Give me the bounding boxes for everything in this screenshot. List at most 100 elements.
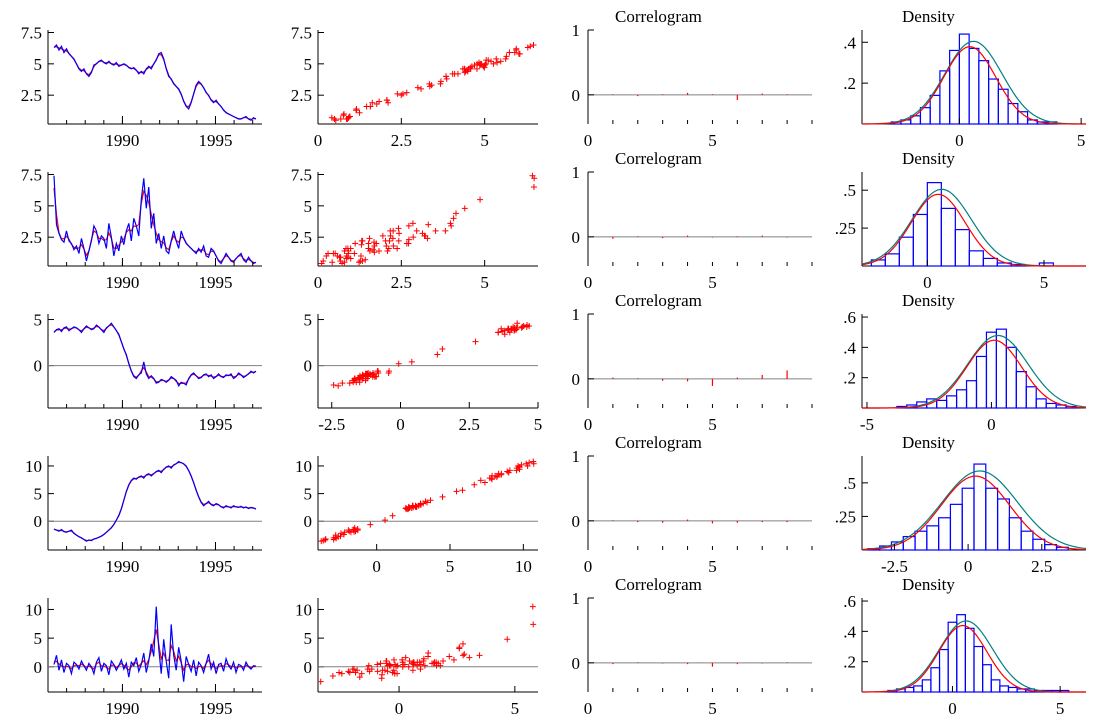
y-tick-label: .2 [843, 653, 856, 672]
x-tick-label: 5 [708, 699, 717, 718]
scatter-point [337, 115, 344, 122]
y-tick-label: .4 [843, 622, 856, 641]
scatter-point [340, 110, 347, 117]
scatter-point [530, 621, 537, 628]
hist-bar [968, 47, 980, 125]
scatter-point [439, 493, 446, 500]
scatter-point [437, 80, 444, 87]
y-tick-label: 5 [304, 197, 313, 216]
scatter-point [338, 530, 345, 537]
scatter-point [402, 654, 409, 661]
x-tick-label: 5 [446, 557, 455, 576]
hist-bar [1020, 530, 1034, 551]
y-tick-label: .25 [835, 507, 856, 526]
hist-bar [884, 253, 900, 267]
scatter-point [352, 240, 359, 247]
scatter-point [526, 459, 533, 466]
scatter-point [429, 660, 435, 667]
x-tick-label: 5 [480, 273, 489, 292]
scatter-point [511, 324, 518, 331]
scatter-point [516, 50, 523, 57]
scatter-point [409, 667, 416, 674]
scatter-point [502, 55, 509, 62]
scatter-point [518, 461, 525, 468]
y-tick-label: 2.5 [21, 228, 42, 247]
hist-bar [1015, 371, 1027, 409]
scatter-point [353, 107, 360, 114]
scatter-point [394, 245, 401, 252]
scatter-point [513, 45, 520, 52]
scatter-point [422, 232, 429, 239]
scatter-point [328, 114, 335, 121]
scatter-point [343, 252, 350, 259]
scatter-point [515, 462, 522, 469]
scatter-point [367, 521, 374, 528]
scatter-point [374, 661, 381, 668]
hist-bar [964, 627, 975, 693]
scatter-point [405, 663, 412, 670]
y-tick-label: 1 [572, 21, 581, 40]
scatter-point [356, 674, 363, 681]
scatter-point [440, 658, 447, 665]
scatter-point [472, 338, 479, 345]
y-tick-label: 10 [295, 600, 312, 619]
y-tick-label: 5 [304, 311, 313, 330]
normal-curve [861, 188, 1087, 267]
scatter-point [506, 49, 513, 56]
y-tick-label: 7.5 [291, 24, 312, 43]
scatter-point [461, 205, 468, 212]
hist-bar [973, 645, 984, 693]
scatter-point [332, 117, 339, 124]
x-tick-label: 0 [314, 131, 323, 150]
panel-title: Correlogram [615, 291, 702, 310]
scatter-point [414, 84, 421, 91]
hist-bar [968, 250, 984, 267]
x-tick-label: 1995 [198, 131, 232, 150]
density-curve [861, 193, 1086, 267]
scatter-point [421, 662, 428, 669]
hist-bar [1035, 398, 1047, 409]
y-tick-label: 0 [304, 512, 313, 531]
scatter-point [331, 115, 338, 122]
scatter-point [405, 222, 412, 229]
hist-bar [985, 487, 999, 551]
x-tick-label: 0 [987, 415, 996, 434]
y-tick-label: .5 [843, 181, 856, 200]
y-tick-label: 10 [295, 457, 312, 476]
panel-title: Density [902, 149, 955, 168]
scatter-point [352, 669, 359, 676]
scatter-point [530, 184, 537, 191]
scatter-point [483, 57, 490, 64]
x-tick-label: 2.5 [459, 415, 480, 434]
scatter-point [335, 382, 342, 389]
scatter-point [337, 533, 344, 540]
scatter-point [498, 325, 505, 332]
panel-title: Correlogram [615, 433, 702, 452]
scatter-point [362, 256, 369, 263]
scatter-point [346, 669, 353, 676]
scatter-point [332, 250, 339, 257]
scatter-point [396, 230, 403, 237]
y-tick-label: 0 [304, 357, 313, 376]
x-tick-label: 2.5 [1031, 557, 1052, 576]
x-tick-label: 1995 [198, 699, 232, 718]
hist-bar [926, 525, 940, 551]
y-tick-label: 5 [34, 485, 43, 504]
x-tick-label: 0 [948, 699, 957, 718]
x-tick-label: 2.5 [391, 273, 412, 292]
hist-bar [996, 498, 1010, 551]
hist-bar [999, 685, 1010, 693]
panel-title: Correlogram [615, 575, 702, 594]
scatter-point [501, 331, 508, 338]
hist-bar [955, 389, 968, 409]
x-tick-label: 5 [480, 131, 489, 150]
y-tick-label: 5 [34, 197, 43, 216]
scatter-point [359, 237, 366, 244]
scatter-point [447, 220, 454, 227]
scatter-point [406, 504, 413, 511]
scatter-point [350, 666, 357, 673]
hist-bar [1045, 402, 1057, 409]
scatter-point [318, 260, 325, 267]
y-tick-label: 0 [572, 228, 581, 247]
y-tick-label: .2 [843, 74, 856, 93]
